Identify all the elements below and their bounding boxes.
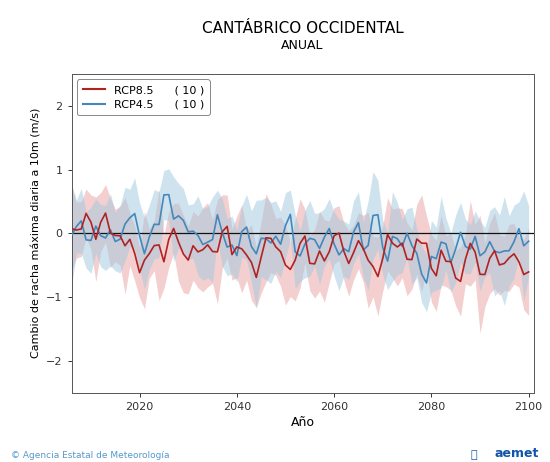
Text: CANTÁBRICO OCCIDENTAL: CANTÁBRICO OCCIDENTAL bbox=[202, 21, 403, 36]
Text: aemet: aemet bbox=[494, 447, 539, 460]
X-axis label: Año: Año bbox=[290, 416, 315, 429]
Text: Ⓐ: Ⓐ bbox=[470, 450, 477, 460]
Text: © Agencia Estatal de Meteorología: © Agencia Estatal de Meteorología bbox=[11, 451, 169, 460]
Text: ANUAL: ANUAL bbox=[281, 39, 324, 52]
Y-axis label: Cambio de racha máxima diaria a 10m (m/s): Cambio de racha máxima diaria a 10m (m/s… bbox=[32, 108, 42, 359]
Legend: RCP8.5      ( 10 ), RCP4.5      ( 10 ): RCP8.5 ( 10 ), RCP4.5 ( 10 ) bbox=[77, 79, 210, 115]
